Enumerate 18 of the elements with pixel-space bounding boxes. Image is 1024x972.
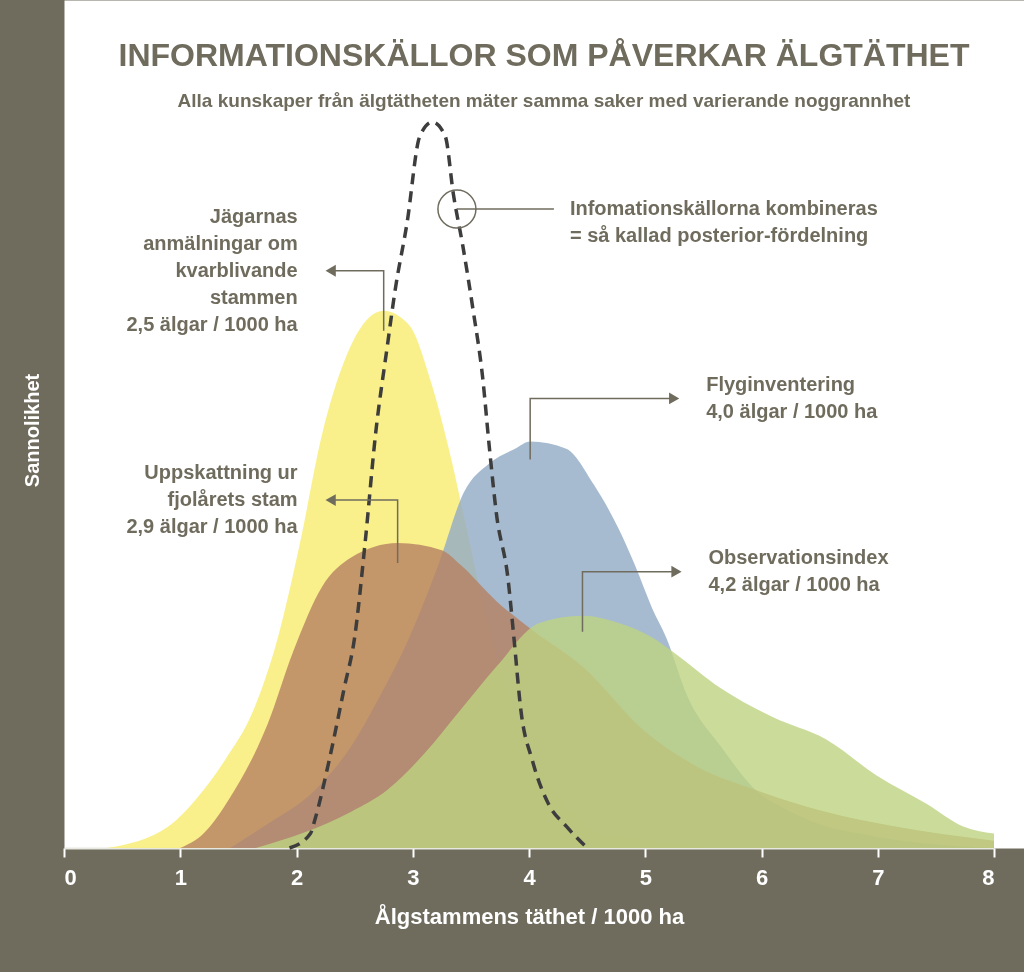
annotation: Observationsindex 4,2 älgar / 1000 ha (708, 546, 889, 596)
x-tick-label: 7 (872, 864, 885, 890)
x-tick-label: 5 (639, 864, 652, 890)
x-tick-label: 0 (64, 864, 77, 890)
annotation: Infomationskällorna kombineras = så kallad posterior-fördelning (569, 197, 878, 247)
x-tick-label: 8 (982, 864, 995, 890)
chart-title: INFORMATIONSKÄLLOR SOM PÅVERKAR ÄLGTÄTHET (118, 37, 970, 73)
x-tick-label: 4 (523, 864, 537, 890)
x-tick-label: 6 (755, 864, 769, 890)
annotation: Jägarnas anmälningar om kvarblivande stammen 2,5 älgar / 1000 ha (126, 204, 299, 335)
annotation: Uppskattning ur fjolårets stam 2,9 älgar / 1000 ha (126, 461, 299, 538)
x-tick-label: 2 (290, 864, 304, 890)
annotation: Flyginventering 4,0 älgar / 1000 ha (706, 372, 879, 422)
x-tick-label: 1 (174, 864, 187, 890)
chart-subtitle: Alla kunskaper från älgtätheten mäter samma saker med varierande noggrannhet (177, 90, 912, 111)
x-axis-title: Ålgstammens täthet / 1000 ha (374, 902, 685, 929)
x-tick-label: 3 (407, 864, 420, 890)
y-axis-title: Sannolikhet (20, 373, 43, 488)
